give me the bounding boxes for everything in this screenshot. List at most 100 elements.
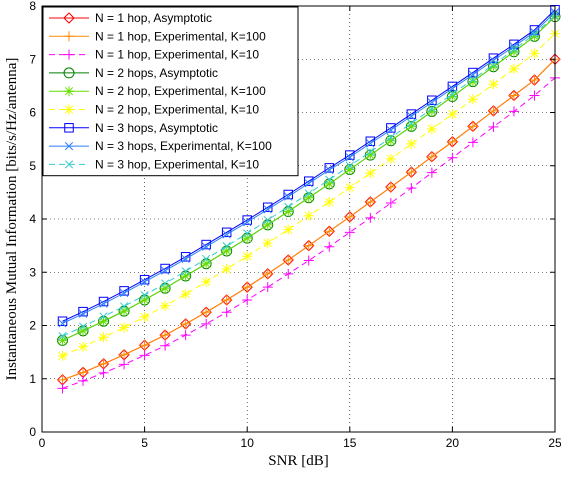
data-point [365, 196, 376, 207]
legend-entry: N = 2 hop, Experimental, K=10 [49, 103, 259, 117]
data-point [509, 42, 519, 51]
data-point [325, 175, 334, 184]
legend-label: N = 1 hop, Experimental, K=10 [95, 48, 259, 62]
data-point [64, 86, 74, 97]
series [57, 54, 560, 385]
data-point [160, 330, 171, 341]
data-point [180, 270, 191, 281]
legend-entry: N = 3 hops, Experimental, K=100 [49, 139, 272, 153]
data-point [488, 61, 499, 72]
y-tick-label: 7 [29, 52, 36, 66]
data-point [78, 367, 89, 378]
legend-entry: N = 2 hop, Experimental, K=100 [49, 84, 266, 98]
data-point [386, 133, 395, 142]
data-point [180, 330, 191, 341]
data-point [63, 67, 75, 79]
data-point [467, 137, 478, 148]
data-point [283, 224, 294, 235]
data-point [529, 48, 540, 59]
data-point [386, 125, 395, 135]
data-point [345, 161, 354, 170]
data-point [283, 189, 293, 200]
data-point [201, 258, 212, 269]
data-point [243, 218, 252, 227]
data-point [160, 283, 171, 294]
x-axis-label: SNR [dB] [268, 453, 328, 469]
series-line [62, 9, 556, 322]
legend-label: N = 3 hops, Asymptotic [95, 121, 218, 135]
legend-label: N = 3 hops, Experimental, K=100 [95, 139, 272, 153]
data-point [160, 340, 171, 351]
legend-entry: N = 1 hop, Experimental, K=100 [49, 29, 266, 43]
data-point [365, 168, 376, 179]
data-point [385, 153, 396, 164]
data-point [324, 226, 335, 237]
y-tick-label: 3 [29, 265, 36, 279]
data-point [344, 164, 355, 175]
data-point [468, 75, 478, 84]
data-point [304, 176, 314, 186]
data-point [303, 192, 314, 203]
data-point [345, 150, 355, 160]
legend-label: N = 1 hop, Experimental, K=100 [95, 29, 266, 43]
data-point [488, 105, 499, 116]
data-point [488, 79, 499, 90]
data-point [406, 183, 417, 194]
y-axis-label: Instantaneous Mutual Information [bits/s… [4, 58, 20, 381]
y-tick-label: 8 [29, 0, 36, 13]
data-point [64, 160, 74, 169]
y-tick-label: 1 [29, 372, 36, 386]
data-point [78, 375, 89, 386]
legend-label: N = 2 hop, Experimental, K=100 [95, 84, 266, 98]
data-point [78, 325, 89, 336]
data-point [508, 106, 519, 117]
data-point [427, 98, 436, 107]
data-point [447, 136, 458, 147]
data-point [325, 165, 334, 175]
legend: N = 1 hop, Asymptotic N = 1 hop, Experime… [42, 6, 299, 177]
series-layer [56, 4, 561, 394]
data-point [181, 267, 190, 276]
data-point [221, 264, 232, 275]
data-point [365, 150, 376, 161]
data-point [78, 341, 89, 352]
data-point [263, 205, 272, 214]
data-point [119, 349, 130, 360]
data-point [161, 266, 170, 275]
data-point [139, 350, 150, 361]
data-point [78, 322, 88, 331]
data-point [242, 294, 253, 305]
data-point [448, 89, 457, 98]
data-point [344, 227, 355, 238]
data-point [180, 318, 191, 329]
data-point [262, 237, 273, 248]
data-point [98, 367, 109, 378]
data-point [344, 182, 355, 193]
data-point [180, 289, 191, 300]
data-point [262, 282, 273, 293]
data-point [140, 277, 149, 286]
data-point [303, 255, 314, 266]
data-point [447, 152, 458, 163]
x-tick-label: 5 [141, 436, 148, 450]
data-point [366, 147, 375, 157]
legend-label: N = 3 hop, Experimental, K=10 [95, 157, 259, 171]
data-point [509, 45, 519, 54]
data-point [64, 31, 74, 42]
data-point [57, 335, 68, 346]
x-tick-label: 20 [446, 436, 460, 450]
data-point [99, 312, 108, 321]
y-tick-label: 2 [29, 319, 36, 333]
data-point [488, 121, 499, 132]
data-point [365, 212, 376, 223]
data-point [529, 31, 540, 42]
data-point [221, 307, 232, 318]
data-point [99, 299, 108, 308]
data-point [119, 302, 129, 311]
data-point [64, 49, 74, 60]
legend-entry: N = 3 hop, Experimental, K=10 [49, 157, 259, 171]
data-point [385, 182, 396, 193]
data-point [366, 139, 375, 148]
data-point [262, 219, 273, 230]
